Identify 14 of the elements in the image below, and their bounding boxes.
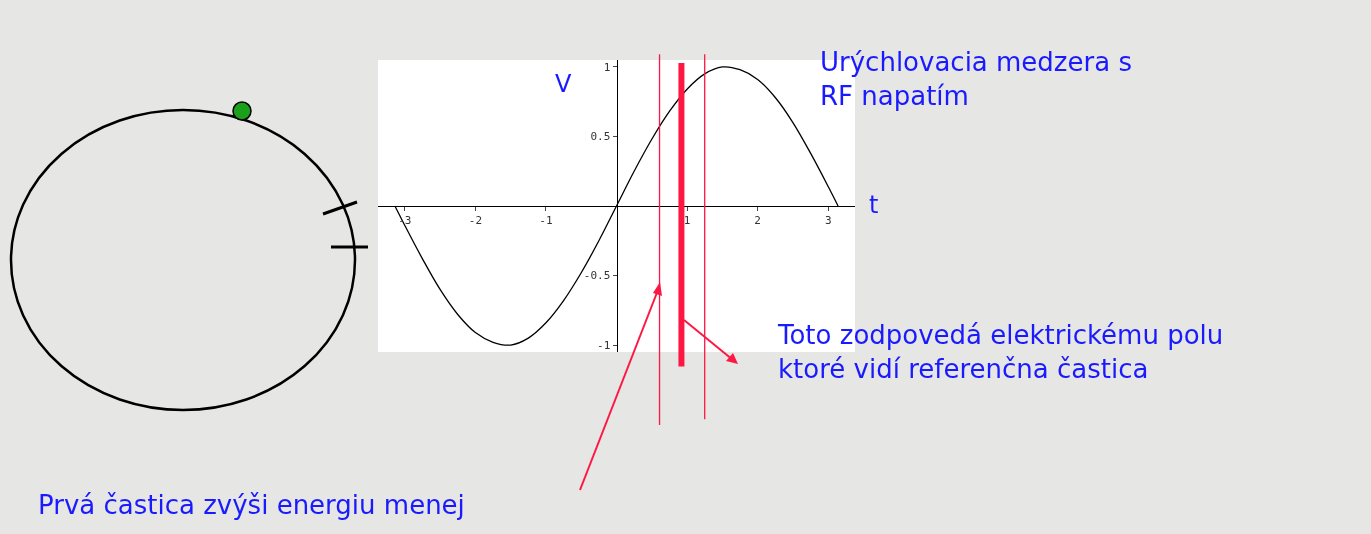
y-tick-label: 1	[603, 60, 611, 74]
y-tick-label: -1	[597, 338, 611, 352]
y-tick-label: -0.5	[583, 269, 611, 283]
y-tick-label: 0.5	[590, 130, 611, 144]
y-axis-title: V	[555, 70, 572, 98]
x-tick-label: -2	[468, 214, 483, 228]
x-axis-title: t	[869, 191, 879, 219]
annotation: Toto zodpovedá elektrickému polu ktoré vidí referenčna častica	[777, 320, 1224, 384]
x-tick-label: 2	[754, 214, 761, 228]
x-tick-label: -1	[539, 214, 553, 228]
x-tick-label: 3	[824, 214, 832, 228]
text: Prvá častica zvýši energiu menej	[38, 490, 465, 520]
annotation: Urýchlovacia medzera s RF napatím	[820, 47, 1132, 111]
x-tick-label: 1	[683, 214, 691, 228]
